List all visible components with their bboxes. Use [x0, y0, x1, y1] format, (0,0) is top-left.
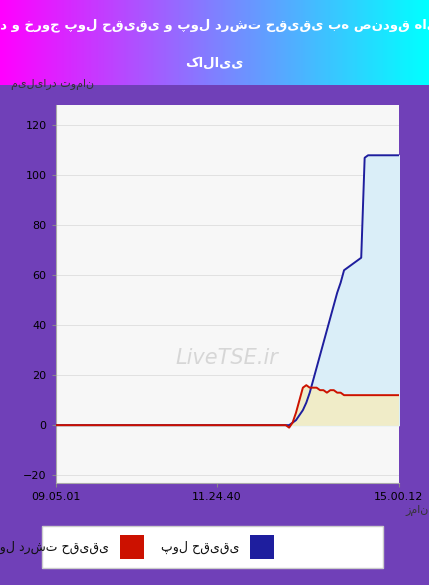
- Text: کالایی: کالایی: [185, 57, 244, 70]
- Text: زمان: زمان: [406, 505, 429, 517]
- Text: پول حقیقی: پول حقیقی: [160, 541, 239, 553]
- FancyBboxPatch shape: [42, 526, 384, 568]
- Text: ورود و خروج پول حقیقی و پول درشت حقیقی به صندوق های  i: ورود و خروج پول حقیقی و پول درشت حقیقی ب…: [0, 19, 429, 32]
- Bar: [120, 535, 144, 559]
- Text: میلیارد تومان: میلیارد تومان: [11, 79, 94, 90]
- Text: پول درشت حقیقی: پول درشت حقیقی: [0, 541, 109, 553]
- Bar: [250, 535, 274, 559]
- Text: LiveTSE.ir: LiveTSE.ir: [176, 348, 279, 368]
